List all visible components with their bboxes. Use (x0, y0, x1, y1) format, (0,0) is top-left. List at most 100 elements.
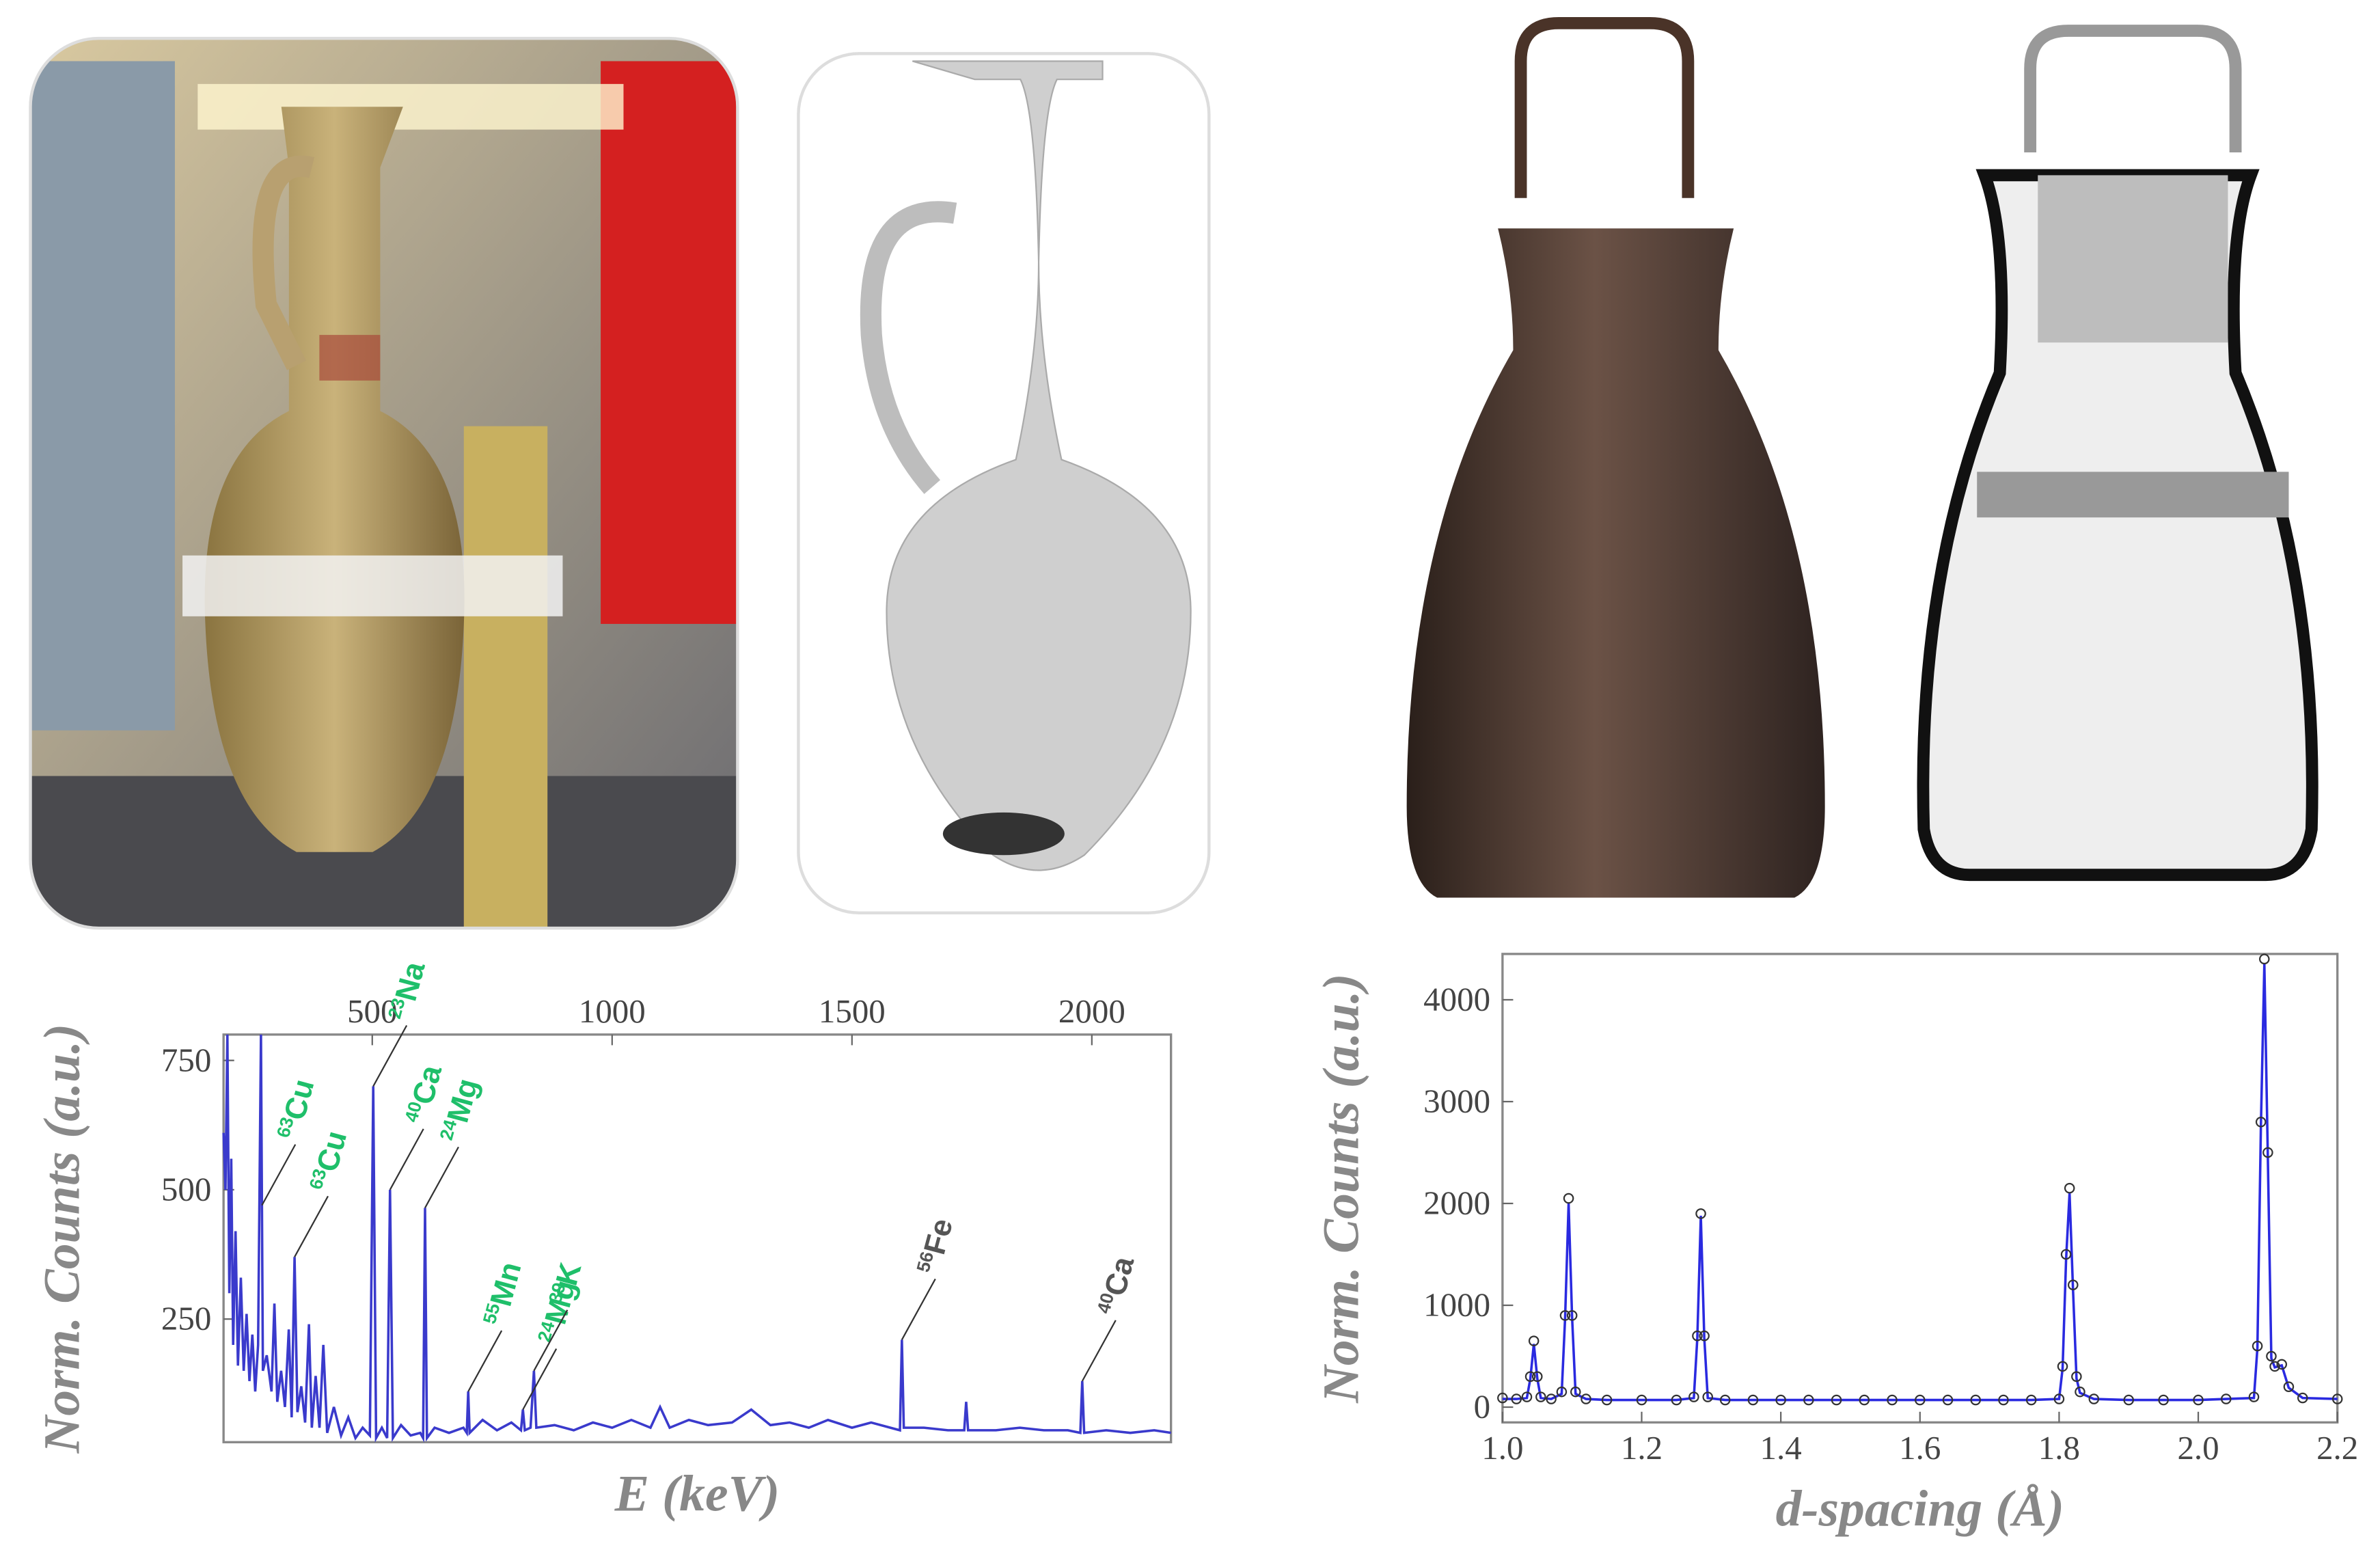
y-tick-label: 3000 (1423, 1083, 1490, 1120)
data-point (1695, 1208, 1706, 1219)
data-point (1497, 1392, 1508, 1404)
data-point (1535, 1391, 1546, 1402)
annotation-leader (522, 1348, 558, 1411)
data-point (1702, 1391, 1714, 1402)
data-point (2283, 1381, 2295, 1392)
y-axis-label: Norm. Counts (a.u.) (1313, 973, 1369, 1404)
annotation-mass: 39 (545, 1281, 570, 1305)
xray-flask (860, 60, 1192, 871)
y-tick-label: 500 (161, 1170, 211, 1208)
annotation-mass: 56 (913, 1249, 938, 1274)
data-point (2248, 1391, 2260, 1402)
x-tick-label: 500 (347, 992, 397, 1030)
annotation-mass: 40 (1093, 1291, 1119, 1316)
y-tick-label: 250 (161, 1300, 211, 1337)
x-tick-label: 2.0 (2177, 1429, 2219, 1467)
data-point (2123, 1394, 2135, 1406)
annotation-leader (372, 1024, 408, 1087)
data-point (1521, 1391, 1533, 1402)
data-point (1692, 1330, 1703, 1342)
annotation-leader (533, 1309, 569, 1372)
data-point (1636, 1394, 1647, 1406)
annotation-leader (389, 1128, 424, 1190)
data-point (1524, 1371, 1536, 1383)
annotation-leader (261, 1144, 297, 1206)
annotation-mass: 63 (305, 1167, 331, 1191)
data-point (1887, 1394, 1898, 1406)
data-point (1581, 1393, 1591, 1404)
x-axis-label: d-spacing (Å) (1776, 1481, 2064, 1538)
annotation-mass: 40 (401, 1100, 426, 1124)
series-line (222, 1034, 1171, 1443)
annotation-label: 23Na (384, 957, 432, 1024)
data-point (2193, 1394, 2204, 1406)
data-point (2276, 1359, 2288, 1370)
x-tick-label: 2000 (1058, 992, 1125, 1030)
x-tick-label: 1000 (579, 992, 646, 1030)
data-point (1559, 1310, 1571, 1321)
data-point (1570, 1386, 1581, 1398)
x-tick-label: 1500 (819, 992, 886, 1030)
x-tick-label: 1.6 (1899, 1429, 1941, 1467)
photo-frame (29, 36, 739, 930)
bronze-bucket (1406, 16, 1825, 898)
data-point (1688, 1391, 1699, 1402)
data-point (1699, 1330, 1710, 1342)
annotation-leader (901, 1278, 936, 1340)
data-point (2262, 1147, 2273, 1158)
y-axis-label: Norm. Counts (a.u.) (34, 1024, 91, 1454)
data-point (1556, 1386, 1568, 1398)
data-point (2053, 1393, 2065, 1404)
data-point (2255, 1116, 2267, 1128)
x-tick-label: 2.2 (2316, 1429, 2358, 1467)
data-point (1511, 1393, 1522, 1404)
annotation-leader (1081, 1320, 1117, 1382)
annotation-mass: 55 (479, 1301, 504, 1326)
data-point (1831, 1394, 1842, 1406)
charts: 250 500 750 500 1000 1500 2000 E (keV) Norm. Cou… (34, 953, 2358, 1538)
data-point (2060, 1249, 2072, 1260)
data-point (2057, 1361, 2068, 1372)
data-point (2075, 1386, 2085, 1398)
y-tick-label: 1000 (1423, 1286, 1490, 1324)
x-tick-label: 1.8 (2038, 1429, 2080, 1467)
data-point (1531, 1371, 1543, 1383)
data-point (1998, 1394, 2009, 1406)
data-point (1528, 1335, 1540, 1346)
x-tick-label: 1.2 (1621, 1429, 1663, 1467)
annotation-mass: 24 (436, 1117, 461, 1143)
plot-area (1501, 953, 2339, 1424)
data-point (1671, 1394, 1682, 1406)
annotation-mass: 63 (273, 1115, 298, 1139)
annotation-label: 24Mg (436, 1075, 485, 1145)
data-point (2088, 1393, 2100, 1404)
xray-bucket (1917, 25, 2319, 882)
data-point (1914, 1394, 1926, 1406)
data-point (1775, 1394, 1786, 1406)
data-point (2252, 1340, 2263, 1352)
series-line (1502, 964, 2338, 1402)
data-point (2266, 1350, 2277, 1362)
x-tick-label: 1.4 (1760, 1429, 1802, 1467)
data-point (1747, 1394, 1759, 1406)
data-point (2258, 953, 2270, 965)
data-point (1859, 1394, 1870, 1406)
annotation-leader (424, 1146, 459, 1208)
annotation-element: Na (389, 957, 432, 1005)
y-tick-label: 4000 (1423, 981, 1490, 1018)
y-tick-label: 750 (161, 1041, 211, 1078)
x-tick-label: 1.0 (1481, 1429, 1523, 1467)
data-point (2220, 1393, 2232, 1404)
photo (30, 38, 738, 929)
data-point (1563, 1193, 1574, 1204)
data-point (1970, 1394, 1982, 1406)
x-axis-label: E (keV) (614, 1465, 780, 1522)
data-point (2158, 1394, 2169, 1406)
data-point (1546, 1393, 1557, 1404)
annotation-mass: 23 (384, 996, 409, 1020)
data-point (2269, 1361, 2280, 1372)
data-point (1942, 1394, 1954, 1406)
data-point (2064, 1182, 2075, 1194)
data-point (1566, 1310, 1578, 1321)
